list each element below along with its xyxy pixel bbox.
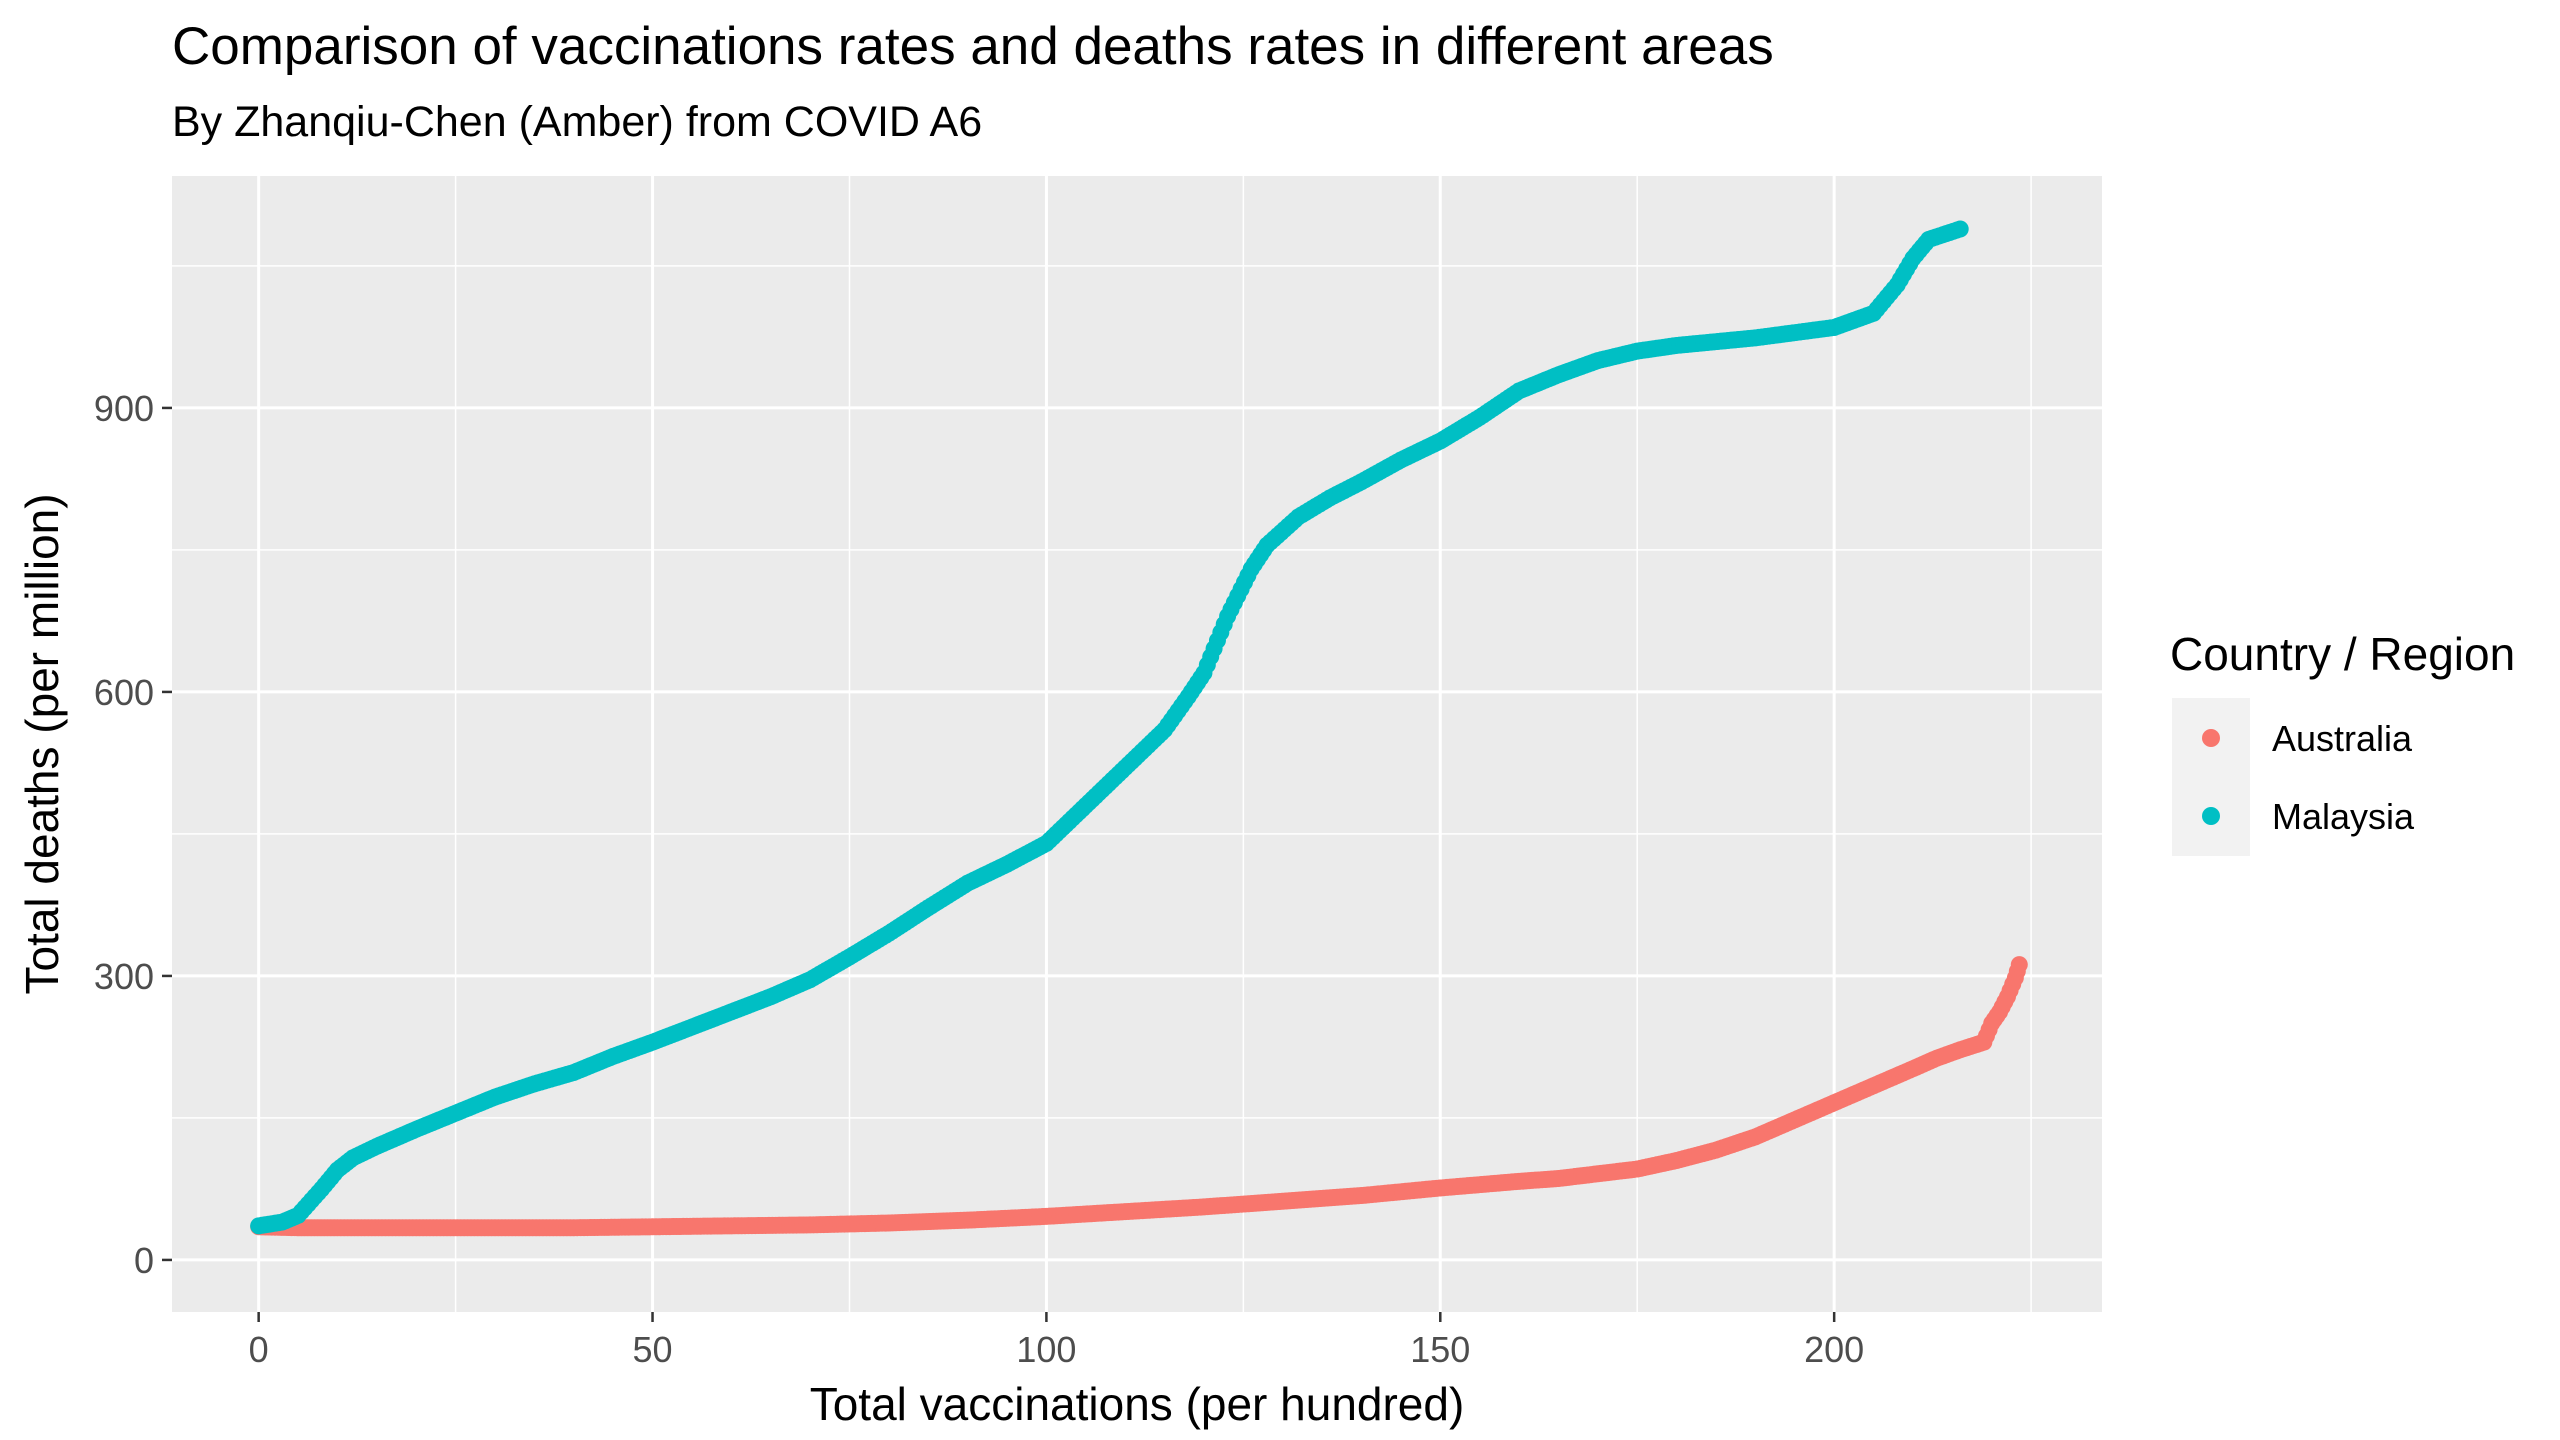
legend-label-malaysia: Malaysia [2272, 796, 2415, 837]
x-tick-label: 200 [1804, 1329, 1864, 1370]
legend-key-australia [2202, 729, 2220, 747]
x-tick-label: 0 [249, 1329, 269, 1370]
y-tick-label: 0 [134, 1240, 154, 1281]
chart-subtitle: By Zhanqiu-Chen (Amber) from COVID A6 [172, 98, 983, 146]
y-tick-label: 300 [94, 956, 154, 997]
x-axis-title: Total vaccinations (per hundred) [810, 1378, 1465, 1430]
legend-key-malaysia [2202, 807, 2220, 825]
y-axis-title: Total deaths (per million) [16, 493, 68, 994]
point-malaysia [1951, 220, 1969, 238]
x-tick-label: 150 [1410, 1329, 1470, 1370]
chart-title: Comparison of vaccinations rates and dea… [172, 17, 1774, 76]
y-tick-label: 900 [94, 388, 154, 429]
legend-title: Country / Region [2170, 628, 2515, 680]
plot-panel [172, 176, 2102, 1312]
legend-label-australia: Australia [2272, 718, 2413, 759]
y-tick-label: 600 [94, 672, 154, 713]
legend-key-background [2172, 698, 2250, 856]
x-tick-label: 50 [633, 1329, 673, 1370]
x-tick-label: 100 [1016, 1329, 1076, 1370]
point-australia [2010, 956, 2028, 974]
